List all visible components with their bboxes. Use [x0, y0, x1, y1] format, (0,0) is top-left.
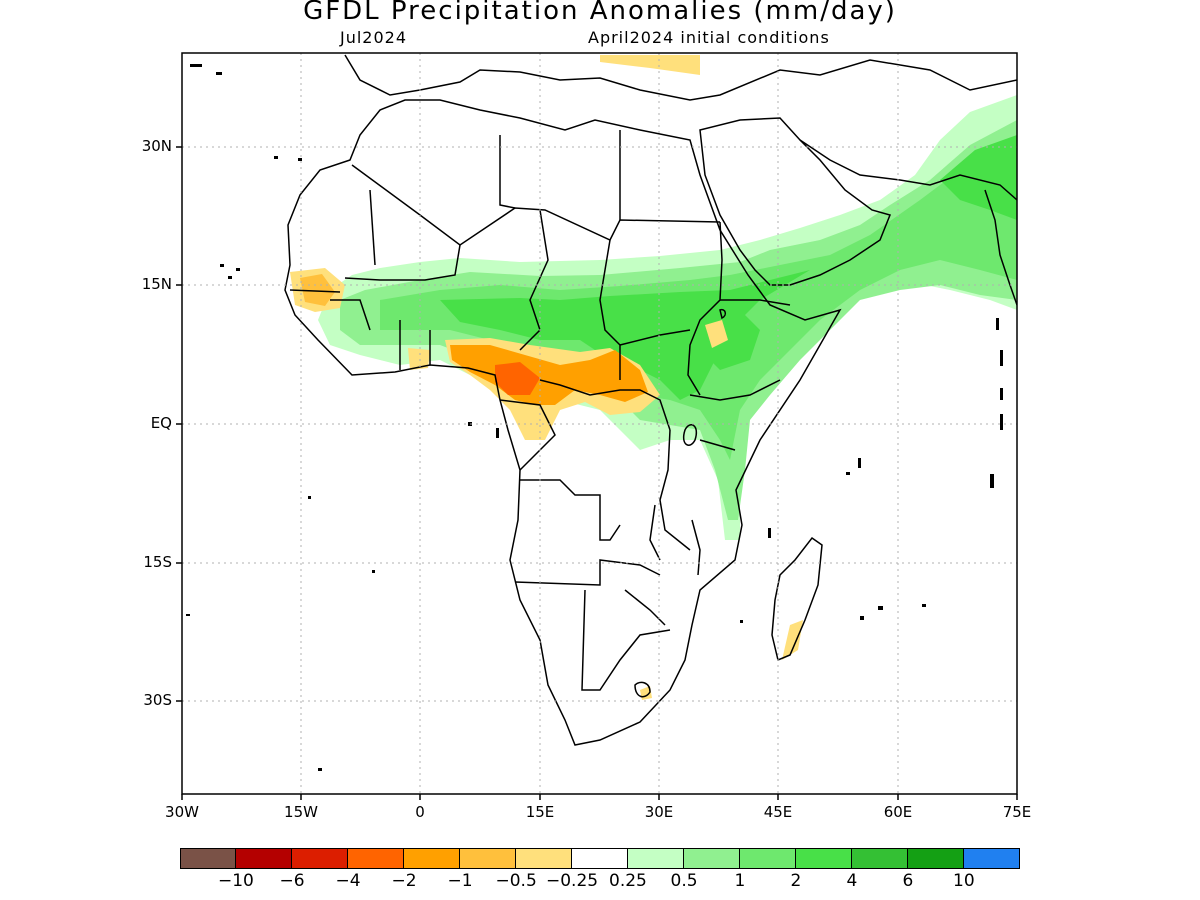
- africa-coastline: [284, 99, 842, 746]
- colorbar-swatch: [516, 848, 572, 869]
- lon-label-15e: 15E: [525, 803, 555, 821]
- lat-label-30n: 30N: [141, 137, 172, 155]
- colorbar-swatch: [236, 848, 292, 869]
- lat-label-15n: 15N: [141, 275, 172, 293]
- colorbar-label: 2: [790, 871, 802, 891]
- lat-label-15s: 15S: [143, 553, 172, 571]
- colorbar-label: 10: [953, 871, 975, 891]
- lon-label-75e: 75E: [1002, 803, 1032, 821]
- colorbar-label: 6: [902, 871, 914, 891]
- arabia-coastline: [699, 117, 892, 286]
- colorbar-label: −0.5: [495, 871, 537, 891]
- colorbar-swatch: [292, 848, 348, 869]
- colorbar-label: 0.25: [609, 871, 647, 891]
- coastlines-and-borders: [284, 54, 1017, 746]
- colorbar-swatch: [964, 848, 1020, 869]
- forecast-month-label: Jul2024: [340, 28, 408, 47]
- india-coast: [984, 189, 1017, 306]
- colorbar-swatch: [628, 848, 684, 869]
- lon-label-60e: 60E: [883, 803, 913, 821]
- colorbar-swatch: [684, 848, 740, 869]
- colorbar-label: −4: [335, 871, 361, 891]
- lon-label-45e: 45E: [763, 803, 793, 821]
- colorbar-swatch: [572, 848, 628, 869]
- colorbar-label: 4: [846, 871, 858, 891]
- lon-label-0: 0: [415, 803, 425, 821]
- persian-gulf-coast: [799, 139, 1017, 201]
- map-title: GFDL Precipitation Anomalies (mm/day): [303, 0, 897, 26]
- lat-label-eq: EQ: [150, 414, 172, 432]
- colorbar-label: 0.5: [670, 871, 698, 891]
- colorbar-swatch: [796, 848, 852, 869]
- colorbar-label: 1: [734, 871, 746, 891]
- colorbar-label: −2: [391, 871, 417, 891]
- europe-asia-coast: [344, 54, 1017, 101]
- lon-label-30w: 30W: [165, 803, 199, 821]
- colorbar-label: −6: [279, 871, 305, 891]
- colorbar-label: −0.25: [546, 871, 599, 891]
- islands: [186, 64, 1003, 771]
- lon-label-30e: 30E: [644, 803, 674, 821]
- colorbar-label: −1: [447, 871, 473, 891]
- lat-label-30s: 30S: [143, 691, 172, 709]
- colorbar-swatch: [460, 848, 516, 869]
- colorbar-swatch: [740, 848, 796, 869]
- colorbar-swatch: [852, 848, 908, 869]
- axis-ticks: [176, 146, 1018, 800]
- colorbar-swatch: [404, 848, 460, 869]
- colorbar-swatch: [908, 848, 964, 869]
- lon-label-15w: 15W: [284, 803, 318, 821]
- colorbar-label: −10: [218, 871, 254, 891]
- colorbar-swatch: [348, 848, 404, 869]
- grid-lines: [182, 53, 1017, 794]
- initial-conditions-label: April2024 initial conditions: [588, 28, 830, 47]
- colorbar-swatch: [180, 848, 236, 869]
